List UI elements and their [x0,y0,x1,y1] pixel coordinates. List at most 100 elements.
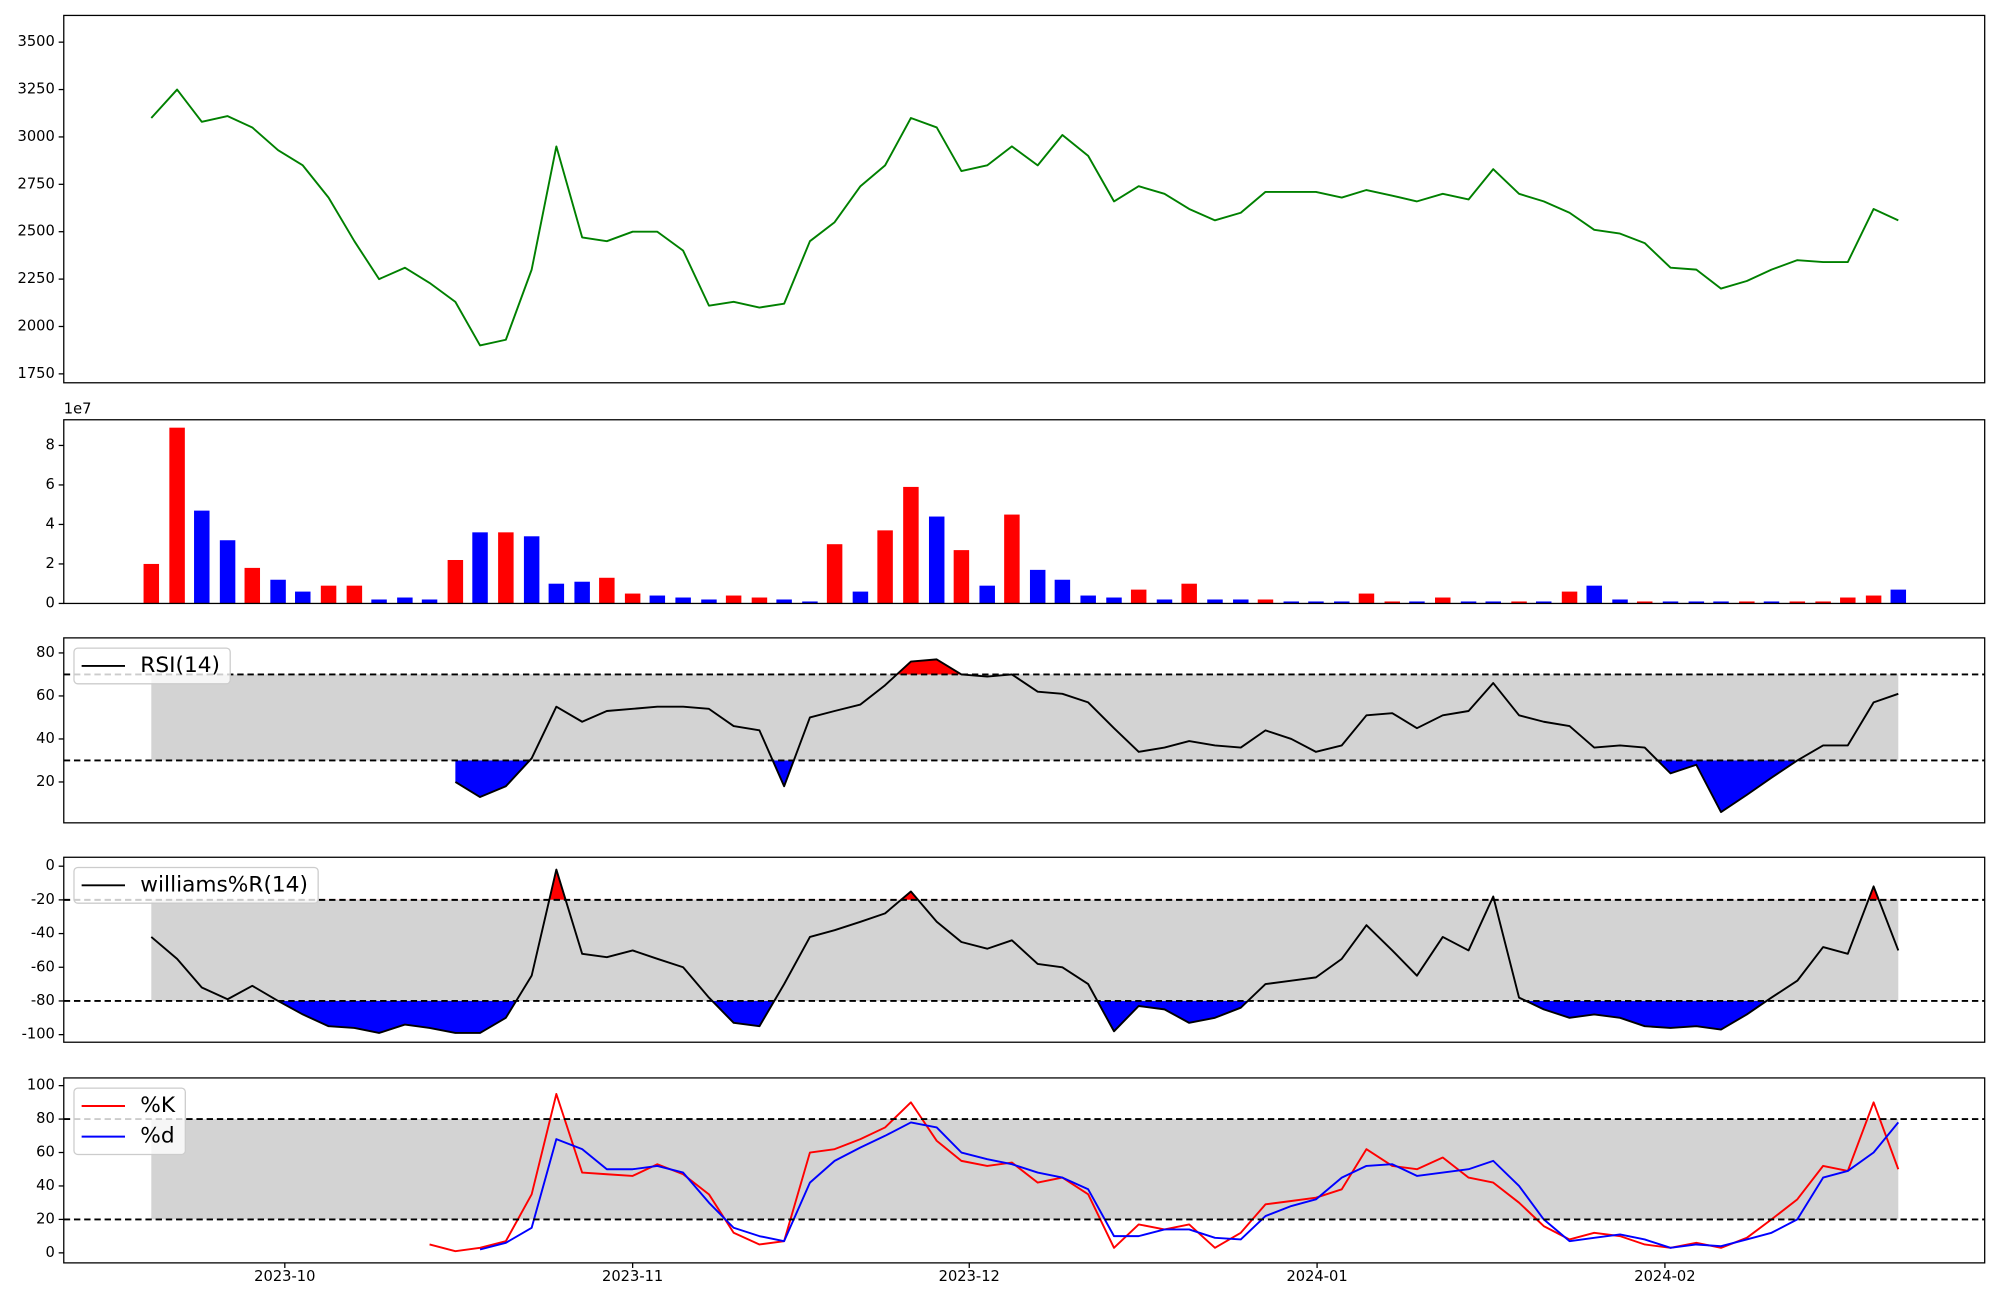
volume-bar [1029,569,1046,604]
y-tick-label: 3000 [18,128,55,145]
volume-bar [599,577,615,604]
volume-bar [1106,597,1122,604]
volume-bar [751,597,768,604]
x-tick-label: 2023-11 [602,1268,663,1285]
y-tick-label: 0 [46,857,55,874]
y-tick-label: 1750 [18,365,55,382]
volume-bar [1130,589,1147,604]
y-tick-label: 20 [36,1210,55,1227]
volume-bar [1080,595,1096,604]
volume-bar [472,532,488,604]
volume-bar [1636,601,1653,604]
series-line [150,88,1899,347]
series-line [150,868,1900,1034]
volume-bar [498,532,514,604]
neutral-band [151,899,1899,1001]
volume-bar [1485,601,1501,604]
volume-bar [953,550,970,604]
legend-label: williams%R(14) [140,872,308,897]
volume-bar [1815,601,1831,604]
y-tick-label: -100 [22,1026,55,1043]
volume-bar [1561,591,1578,604]
y-tick-label: 0 [46,1244,55,1261]
y-tick-label: -80 [31,992,55,1009]
volume-bar [1004,514,1020,604]
volume-bar [371,599,387,604]
volume-bar [1308,601,1324,604]
y-tick-label: -20 [31,891,55,908]
volume-bar [1283,601,1300,604]
volume-bar [1612,599,1628,604]
volume-bar [826,544,843,604]
axis-offset-label: 1e7 [64,401,92,418]
volume-bar [903,486,919,604]
volume-bar [1233,599,1249,604]
volume-bar [1713,601,1729,604]
panel-frame [63,856,1986,1043]
volume-bar [979,585,995,604]
legend-box [73,647,231,685]
volume-bar [1384,601,1401,604]
legend: %K %d [73,1087,186,1156]
volume-bar [1586,585,1602,604]
y-tick-label: 2500 [18,223,55,240]
oversold-fill [455,760,1899,813]
volume-bar [574,581,590,604]
volume-bar [548,583,565,604]
volume-bar [244,567,261,604]
volume-bar [675,597,691,604]
volume-bar [447,559,464,604]
y-tick-label: 40 [36,1177,55,1194]
volume-bar [1789,601,1806,604]
y-tick-label: 60 [36,1144,55,1161]
volume-bar [1662,601,1679,604]
volume-bar [928,516,945,604]
y-tick-label: 2 [46,555,55,572]
y-tick-label: 60 [36,687,55,704]
panel-frame [63,1077,1986,1264]
volume-bar [852,591,869,604]
volume-bar [1460,601,1477,604]
panel-frame [63,637,1986,824]
volume-bar [1435,597,1451,604]
x-tick-label: 2024-01 [1286,1268,1347,1285]
y-tick-label: 6 [46,476,55,493]
legend-box [73,1087,186,1156]
legend-box [73,866,319,904]
volume-bar [397,597,413,604]
volume-bar [1358,593,1375,604]
volume-bar [270,579,286,604]
volume-bar [624,593,641,604]
legend-label: %K [140,1093,176,1118]
y-tick-label: 3250 [18,81,55,98]
volume-bar [649,595,666,604]
legend-label: %d [140,1124,174,1149]
y-tick-label: 2250 [18,270,55,287]
volume-bar [1054,579,1071,604]
volume-bar [421,599,438,604]
volume-bar [1257,599,1274,604]
volume-bar [1511,601,1527,604]
x-tick-label: 2023-10 [254,1268,315,1285]
volume-bar [523,536,540,604]
y-tick-label: 4 [46,515,55,532]
y-tick-label: 8 [46,436,55,453]
y-tick-label: 100 [27,1077,55,1094]
volume-bar [1688,601,1705,604]
volume-bar [295,591,311,604]
legend: williams%R(14) [73,866,319,904]
y-tick-label: 3500 [18,33,55,50]
volume-bar [1763,601,1780,604]
y-tick-label: 2750 [18,175,55,192]
volume-bar [1890,589,1907,604]
volume-bar [1181,583,1197,604]
volume-bar [219,540,236,604]
y-tick-label: 2000 [18,317,55,334]
volume-bar [320,585,337,604]
x-tick-label: 2024-02 [1634,1268,1695,1285]
legend-label: RSI(14) [140,653,220,678]
volume-bar [1865,595,1882,604]
volume-bar [1207,599,1223,604]
volume-bar [1535,601,1552,604]
panel-frame [63,14,1986,384]
